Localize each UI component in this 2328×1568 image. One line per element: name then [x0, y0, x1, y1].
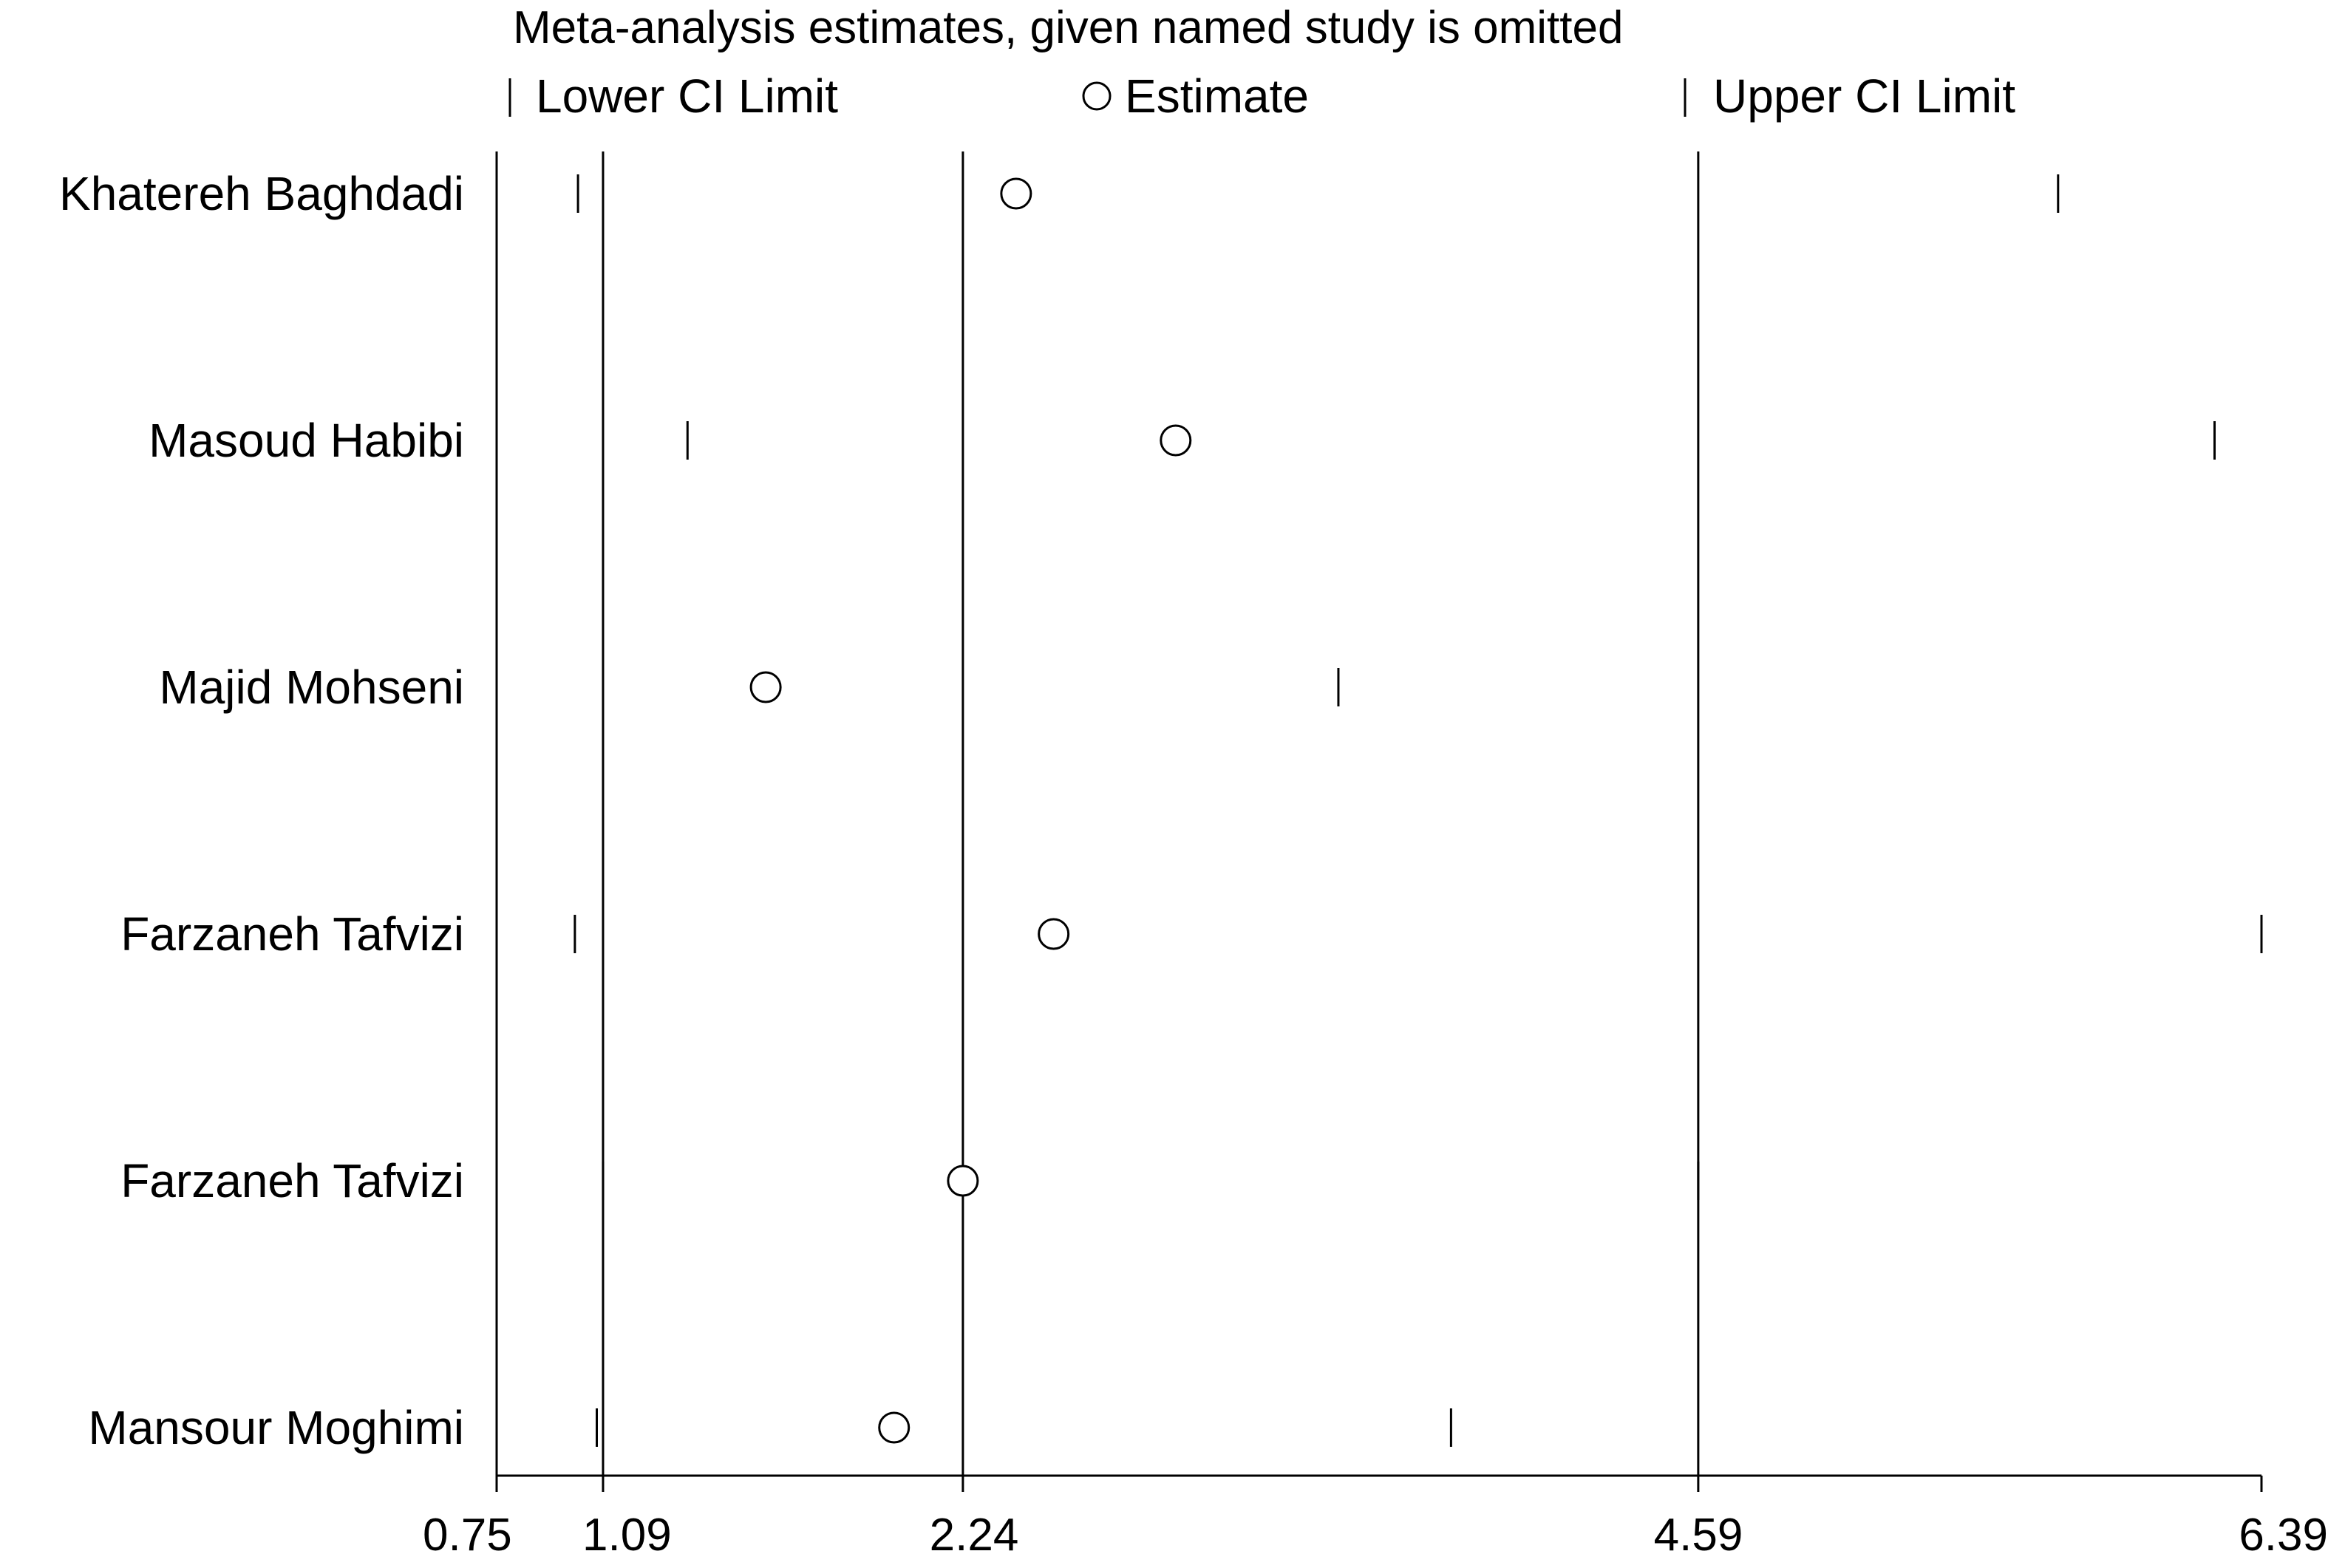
- estimate-point: [1038, 918, 1070, 950]
- study-label: Majid Mohseni: [159, 661, 464, 714]
- x-tick-label: 0.75: [423, 1510, 512, 1561]
- legend-label: Estimate: [1125, 69, 1309, 123]
- estimate-point: [947, 1165, 979, 1197]
- x-tick-label: 1.09: [582, 1510, 672, 1561]
- legend-label: Upper CI Limit: [1713, 69, 2015, 123]
- estimate-point: [1000, 177, 1032, 210]
- study-label: Masoud Habibi: [149, 414, 464, 467]
- study-labels: Khatereh Baghdadi Masoud Habibi Majid Mohs…: [59, 167, 464, 1454]
- x-tick-label: 2.24: [930, 1510, 1019, 1561]
- study-label: Farzaneh Tafvizi: [120, 1154, 464, 1207]
- x-tick-labels: 0.75 1.09 2.24 4.59 6.39: [423, 1510, 2328, 1561]
- estimate-point: [1160, 424, 1192, 457]
- study-label: Farzaneh Tafvizi: [120, 907, 464, 961]
- legend-label: Lower CI Limit: [536, 69, 838, 123]
- study-label: Khatereh Baghdadi: [59, 167, 464, 220]
- axes: [495, 151, 2263, 1492]
- chart-title: Meta-analysis estimates, given named stu…: [513, 2, 1623, 53]
- estimate-point: [749, 671, 782, 703]
- x-tick-label: 6.39: [2239, 1510, 2328, 1561]
- legend-symbol-circle: [1082, 81, 1112, 111]
- estimate-point: [878, 1411, 911, 1444]
- x-tick-label: 4.59: [1654, 1510, 1743, 1561]
- legend: Lower CI Limit Estimate Upper CI Limit: [508, 69, 2015, 123]
- study-label: Mansour Moghimi: [88, 1401, 464, 1454]
- reference-lines: [602, 151, 1700, 1476]
- plot-marks: [495, 174, 2263, 1447]
